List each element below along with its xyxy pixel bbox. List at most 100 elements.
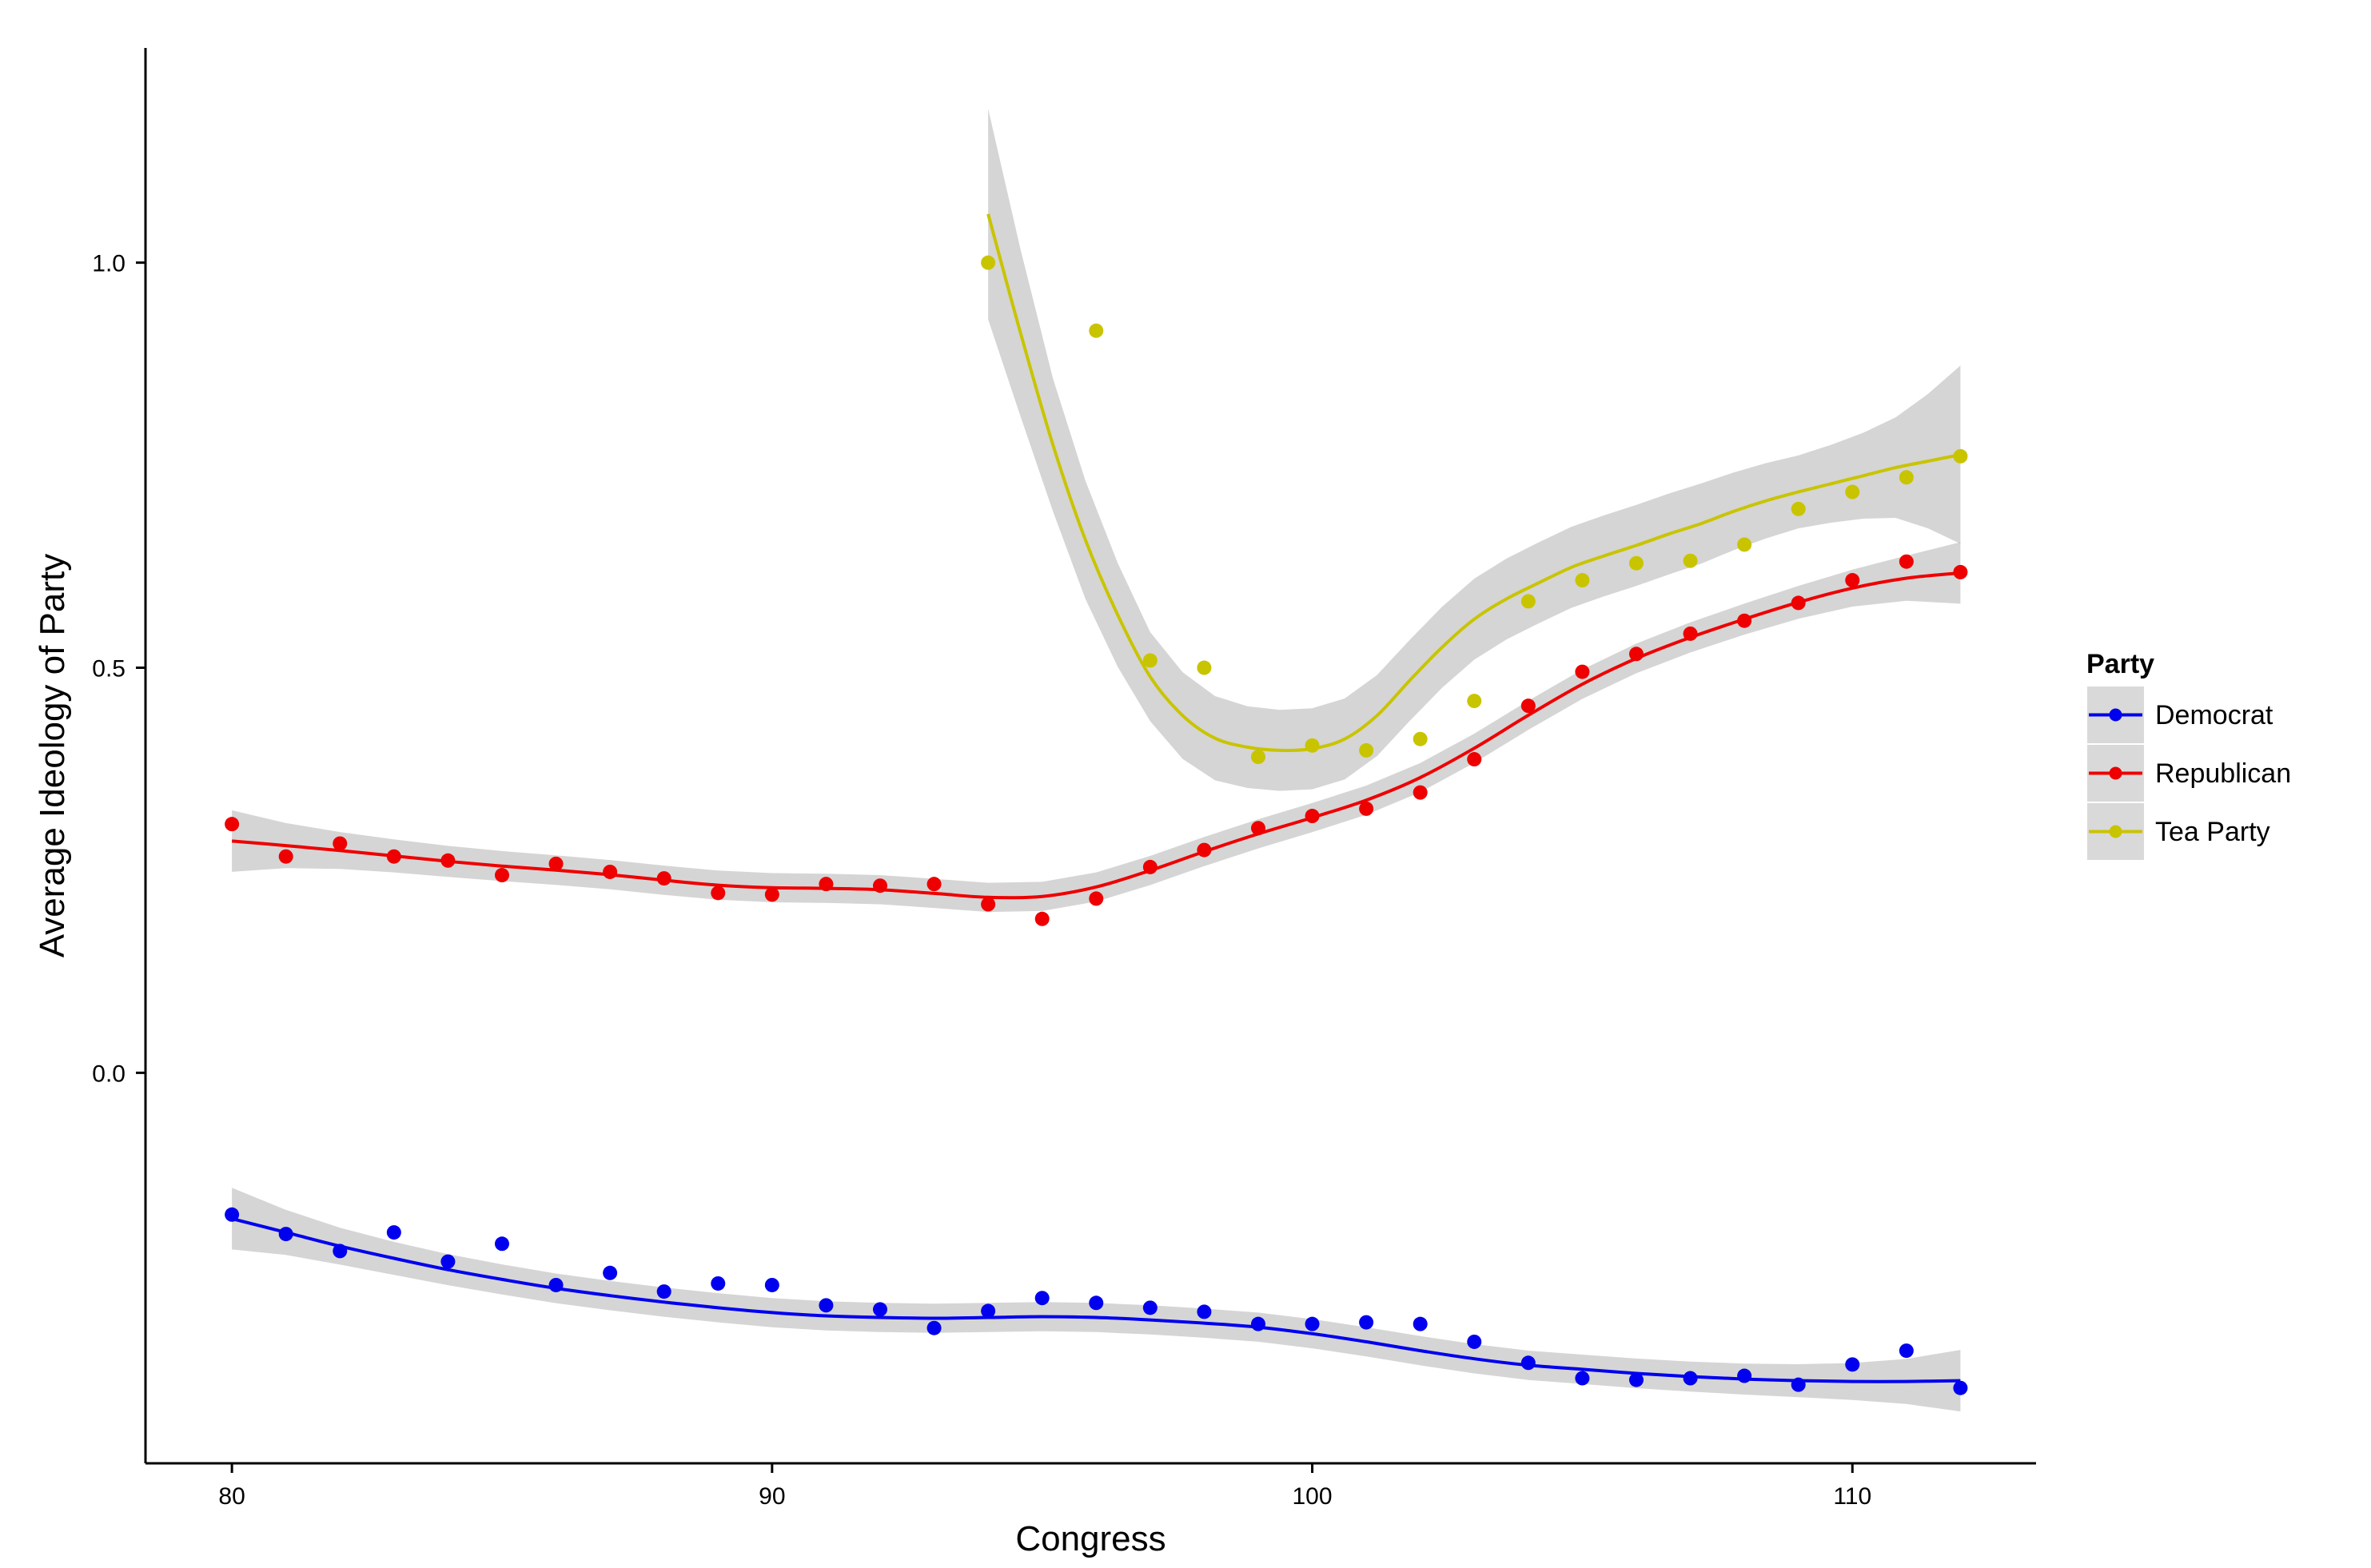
democrat-point bbox=[603, 1265, 618, 1280]
tea-party-point bbox=[1089, 323, 1104, 338]
tea-party-confidence-band bbox=[988, 109, 1961, 791]
y-axis-title: Average Ideology of Party bbox=[33, 554, 72, 958]
republican-point bbox=[333, 836, 348, 851]
y-tick-label: 1.0 bbox=[92, 251, 126, 277]
tea-party-point bbox=[1359, 742, 1374, 758]
democrat-point bbox=[1467, 1334, 1482, 1349]
democrat-point bbox=[1791, 1377, 1806, 1392]
tea-party-point bbox=[1953, 448, 1968, 464]
republican-point bbox=[1250, 821, 1265, 836]
democrat-confidence-band bbox=[232, 1188, 1961, 1412]
democrat-point bbox=[711, 1275, 726, 1291]
democrat-point bbox=[548, 1277, 564, 1292]
republican-point bbox=[1305, 809, 1320, 824]
axis-ticks: 80 90 100 110 0.0 0.5 1.0 bbox=[92, 251, 1871, 1510]
tea-party-point bbox=[1413, 731, 1428, 746]
tea-party-point bbox=[1899, 470, 1914, 485]
republican-point bbox=[1628, 647, 1644, 662]
republican-point bbox=[386, 849, 401, 864]
democrat-point bbox=[872, 1302, 887, 1317]
x-tick-label: 90 bbox=[759, 1483, 785, 1510]
democrat-point bbox=[1575, 1371, 1590, 1386]
tea-party-point bbox=[1791, 501, 1806, 516]
tea-party-point bbox=[1197, 660, 1212, 675]
democrat-point bbox=[333, 1244, 348, 1259]
x-tick-label: 100 bbox=[1293, 1483, 1333, 1510]
republican-point bbox=[1034, 911, 1050, 926]
legend-dot-democrat bbox=[2109, 708, 2122, 722]
legend-label-tea-party: Tea Party bbox=[2155, 817, 2270, 847]
democrat-point bbox=[1197, 1304, 1212, 1319]
republican-point bbox=[1845, 573, 1860, 588]
tea-party-trend-line bbox=[986, 213, 1961, 753]
democrat-point bbox=[386, 1225, 401, 1240]
republican-trend-line bbox=[231, 571, 1961, 900]
republican-point bbox=[981, 897, 996, 912]
legend: Party Democrat Republican Tea Party bbox=[2086, 649, 2291, 862]
republican-point bbox=[278, 849, 293, 864]
republican-point bbox=[1791, 595, 1806, 611]
democrat-point bbox=[225, 1207, 240, 1222]
democrat-point bbox=[1305, 1316, 1320, 1331]
tea-party-point bbox=[1845, 484, 1860, 499]
x-tick-label: 80 bbox=[218, 1483, 245, 1510]
legend-label-democrat: Democrat bbox=[2155, 700, 2273, 730]
democrat-point bbox=[1250, 1316, 1265, 1331]
tea-party-point bbox=[1250, 750, 1265, 765]
x-axis-title: Congress bbox=[1015, 1519, 1166, 1558]
tea-party-point bbox=[1575, 573, 1590, 588]
republican-point bbox=[1467, 752, 1482, 767]
republican-point bbox=[656, 871, 671, 886]
democrat-point bbox=[278, 1227, 293, 1242]
tea-party-point bbox=[1628, 555, 1644, 571]
republican-point bbox=[548, 856, 564, 871]
democrat-point bbox=[1845, 1357, 1860, 1372]
democrat-trend-line bbox=[231, 1216, 1961, 1383]
republican-point bbox=[1899, 554, 1914, 569]
tea-party-point bbox=[1520, 594, 1536, 609]
republican-point bbox=[1520, 698, 1536, 714]
legend-label-republican: Republican bbox=[2155, 758, 2291, 789]
republican-point bbox=[819, 877, 834, 892]
democrat-point bbox=[764, 1277, 779, 1292]
democrat-point bbox=[1899, 1343, 1914, 1359]
legend-items: Democrat Republican Tea Party bbox=[2086, 685, 2291, 862]
democrat-point bbox=[1737, 1368, 1752, 1383]
republican-point bbox=[225, 817, 240, 832]
confidence-bands bbox=[232, 109, 1961, 1412]
y-tick-label: 0.0 bbox=[92, 1061, 126, 1087]
republican-point bbox=[1413, 785, 1428, 800]
republican-point bbox=[494, 868, 509, 883]
democrat-point bbox=[981, 1303, 996, 1319]
democrat-point bbox=[1089, 1295, 1104, 1311]
republican-point bbox=[872, 878, 887, 893]
legend-dot-republican bbox=[2109, 766, 2122, 780]
democrat-point bbox=[1142, 1300, 1158, 1315]
tea-party-point bbox=[1305, 738, 1320, 753]
democrat-point bbox=[1034, 1291, 1050, 1306]
tea-party-point bbox=[1683, 553, 1698, 568]
democrat-point bbox=[1628, 1372, 1644, 1387]
republican-point bbox=[1359, 801, 1374, 816]
republican-point bbox=[1683, 626, 1698, 641]
democrat-point bbox=[926, 1320, 942, 1335]
democrat-point bbox=[1520, 1355, 1536, 1371]
republican-point bbox=[926, 877, 942, 892]
democrat-point bbox=[440, 1254, 456, 1269]
republican-point bbox=[1197, 842, 1212, 858]
data-points bbox=[225, 255, 1968, 1395]
tea-party-point bbox=[1467, 694, 1482, 709]
republican-point bbox=[603, 864, 618, 879]
tea-party-point bbox=[1142, 653, 1158, 668]
republican-point bbox=[711, 885, 726, 901]
tea-party-point bbox=[981, 255, 996, 270]
republican-point bbox=[1953, 564, 1968, 579]
democrat-point bbox=[1953, 1380, 1968, 1395]
democrat-point bbox=[1359, 1315, 1374, 1330]
legend-title: Party bbox=[2086, 649, 2154, 679]
republican-point bbox=[440, 853, 456, 868]
democrat-point bbox=[819, 1298, 834, 1313]
trend-lines bbox=[231, 213, 1961, 1383]
